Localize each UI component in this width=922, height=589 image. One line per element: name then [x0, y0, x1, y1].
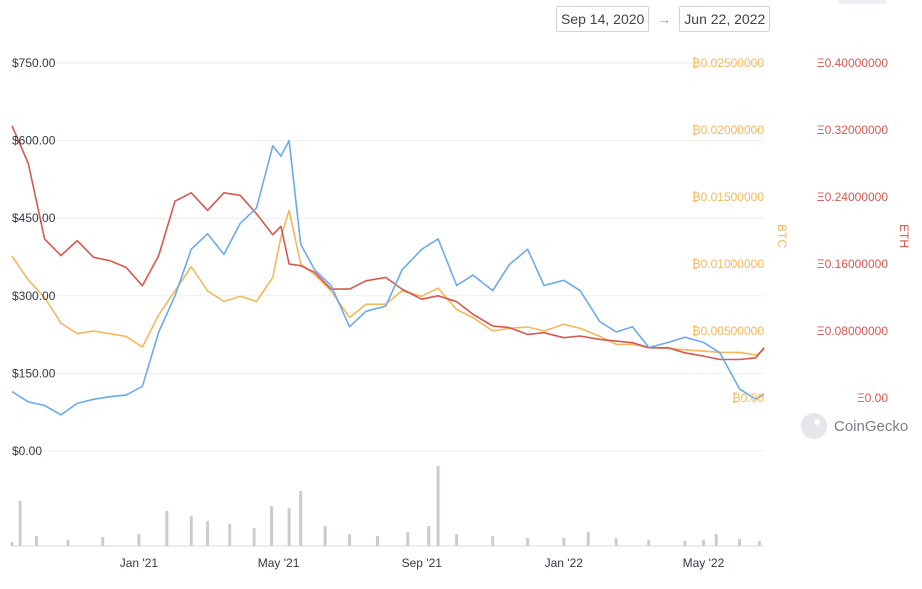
usd-tick-label: $300.00: [12, 289, 56, 303]
grid-lines: [12, 62, 764, 547]
btc-tick-label: ₿0.00: [732, 391, 765, 405]
volume-bar: [526, 538, 530, 546]
volume-bar: [455, 534, 459, 546]
x-tick-label: May '22: [683, 556, 725, 570]
volume-bar: [436, 466, 440, 546]
volume-bar: [137, 534, 141, 546]
eth-tick-label: Ξ0.40000000: [817, 56, 889, 70]
usd-tick-label: $600.00: [12, 134, 56, 148]
usd-tick-label: $150.00: [12, 366, 56, 380]
eth-axis-label: ETH: [897, 224, 911, 248]
volume-bar: [287, 508, 291, 546]
volume-bar: [323, 526, 327, 546]
eth-tick-label: Ξ0.32000000: [817, 123, 889, 137]
x-tick-label: Jan '21: [120, 556, 159, 570]
volume-bar: [66, 540, 70, 546]
volume-bar: [586, 532, 590, 546]
end-date-field[interactable]: Jun 22, 2022: [679, 6, 771, 32]
volume-bar: [614, 538, 618, 546]
volume-bar: [683, 541, 687, 546]
btc-tick-label: ₿0.02000000: [692, 123, 765, 137]
usd-tick-label: $750.00: [12, 56, 56, 70]
axis-ticks: $750.00 $600.00 $450.00 $300.00 $150.00 $0.00…: [12, 56, 888, 570]
volume-bar: [757, 541, 761, 546]
logo-text: CoinGecko: [834, 418, 908, 435]
eth-tick-label: Ξ0.00: [857, 391, 888, 405]
x-tick-label: Sep '21: [402, 556, 443, 570]
volume-bar: [647, 540, 651, 546]
usd-tick-label: $450.00: [12, 211, 56, 225]
usd-tick-label: $0.00: [12, 444, 42, 458]
gecko-icon: [801, 413, 827, 439]
btc-axis-label: BTC: [775, 224, 789, 248]
usd-price-line: [11, 139, 765, 416]
volume-bar: [34, 536, 38, 546]
x-tick-label: May '21: [258, 556, 300, 570]
volume-bar: [562, 538, 566, 546]
volume-bar: [189, 516, 193, 546]
arrow-right-icon: →: [657, 11, 672, 27]
btc-tick-label: ₿0.00500000: [692, 324, 765, 338]
volume-bar: [701, 540, 705, 546]
btc-tick-label: ₿0.01500000: [692, 190, 765, 204]
gecko-eye-icon: [814, 419, 820, 425]
volume-bar: [299, 491, 303, 546]
volume-bar: [376, 536, 380, 546]
date-range-picker: Sep 14, 2020 → Jun 22, 2022: [556, 6, 771, 32]
volume-bar: [18, 501, 22, 546]
btc-price-line: [11, 209, 765, 356]
volume-bar: [491, 536, 495, 546]
coingecko-logo: CoinGecko: [801, 413, 908, 439]
volume-bar: [714, 534, 718, 546]
volume-bar: [406, 532, 410, 546]
eth-tick-label: Ξ0.08000000: [817, 324, 889, 338]
volume-bar: [206, 521, 210, 546]
start-date-field[interactable]: Sep 14, 2020: [556, 6, 650, 32]
toolbar-button-edge[interactable]: [838, 0, 886, 4]
volume-bar: [101, 537, 105, 546]
volume-bar: [270, 506, 274, 546]
volume-bar: [10, 542, 14, 546]
volume-bar: [738, 539, 742, 546]
volume-bars: [10, 466, 761, 546]
volume-bar: [252, 528, 256, 546]
btc-tick-label: ₿0.02500000: [692, 56, 765, 70]
btc-tick-label: ₿0.01000000: [692, 257, 765, 271]
eth-price-line: [11, 125, 765, 361]
volume-bar: [348, 534, 352, 546]
series-lines: [11, 125, 765, 416]
volume-bar: [427, 526, 431, 546]
eth-tick-label: Ξ0.24000000: [817, 190, 889, 204]
volume-bar: [228, 524, 232, 546]
eth-tick-label: Ξ0.16000000: [817, 257, 889, 271]
x-tick-label: Jan '22: [545, 556, 584, 570]
volume-bar: [165, 511, 169, 546]
